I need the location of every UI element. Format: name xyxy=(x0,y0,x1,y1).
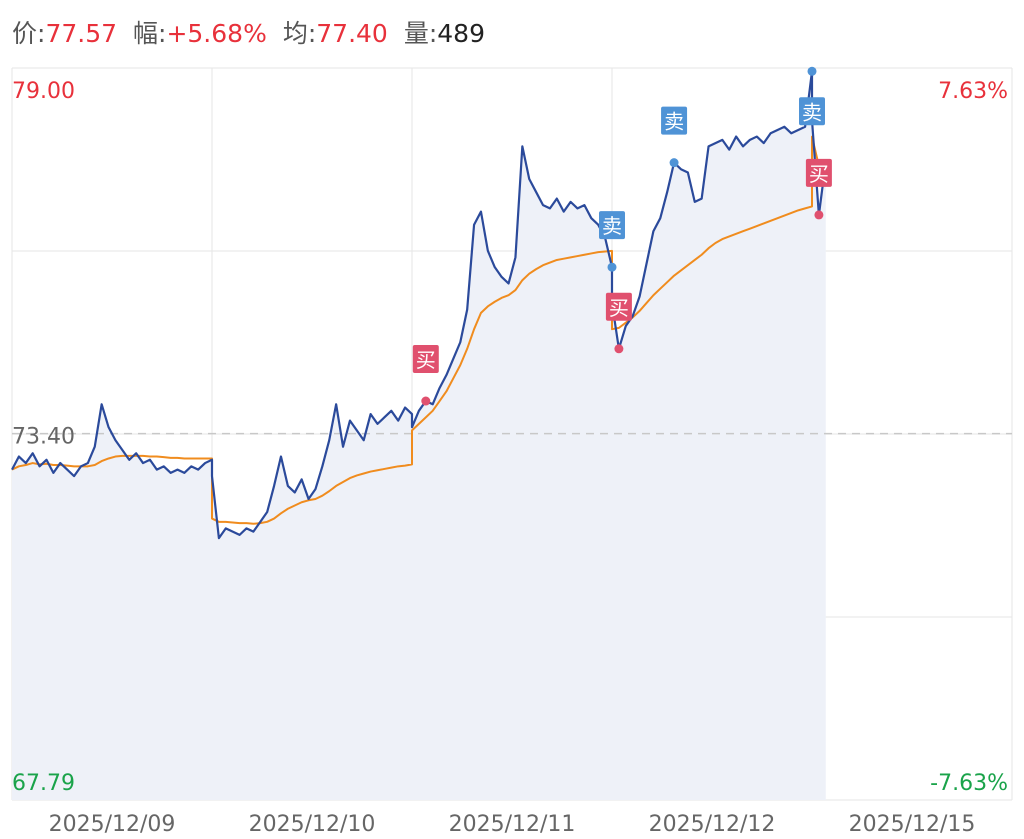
trade-label: 买 xyxy=(609,296,629,320)
price-line xyxy=(11,70,827,540)
trade-label: 买 xyxy=(416,348,436,372)
y2-tick-label: 7.63% xyxy=(938,79,1008,104)
trade-label: 卖 xyxy=(664,110,684,134)
y-tick-label: 73.40 xyxy=(12,425,75,450)
quote-header: 价:77.57 幅:+5.68% 均:77.40 量:489 xyxy=(12,14,501,50)
trade-dot xyxy=(807,66,817,76)
quote-value: 77.40 xyxy=(316,19,388,48)
trade-dot xyxy=(669,158,679,168)
x-tick-label: 2025/12/12 xyxy=(649,812,776,837)
y-tick-label: 67.79 xyxy=(12,771,75,796)
trade-label: 买 xyxy=(809,162,829,186)
quote-value: 489 xyxy=(437,19,485,48)
y2-tick-label: -7.63% xyxy=(930,771,1008,796)
price-area xyxy=(12,71,826,800)
trade-dot xyxy=(814,210,824,220)
trade-badge xyxy=(605,292,632,321)
trade-badge xyxy=(799,97,825,126)
trade-dot xyxy=(607,262,617,272)
average-line xyxy=(11,135,827,525)
quote-value: +5.68% xyxy=(166,19,267,48)
x-tick-label: 2025/12/11 xyxy=(449,812,576,837)
trade-dot xyxy=(614,344,624,354)
y-tick-label: 79.00 xyxy=(12,79,75,104)
quote-label: 价: xyxy=(12,19,46,48)
trade-badge xyxy=(805,158,832,187)
trade-dot xyxy=(421,396,431,406)
quote-label: 幅: xyxy=(133,19,167,48)
trade-badge xyxy=(661,106,688,135)
quote-value: 77.57 xyxy=(45,19,118,48)
x-tick-label: 2025/12/10 xyxy=(249,812,376,837)
x-tick-label: 2025/12/09 xyxy=(49,812,176,837)
trade-badge xyxy=(412,345,439,374)
quote-label: 均: xyxy=(282,19,317,48)
trade-label: 卖 xyxy=(602,214,622,238)
trade-label: 卖 xyxy=(802,100,822,124)
trade-badge xyxy=(599,211,625,240)
quote-label: 量: xyxy=(403,19,438,48)
x-tick-label: 2025/12/15 xyxy=(849,812,976,837)
